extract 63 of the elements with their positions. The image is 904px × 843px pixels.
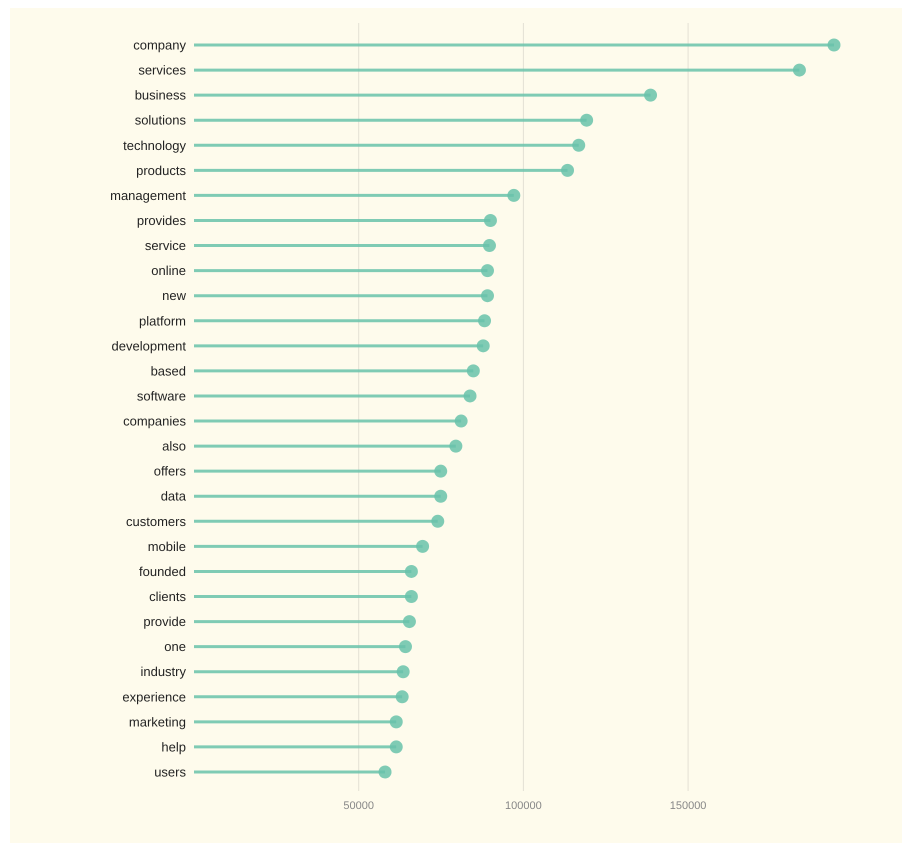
y-tick-label: solutions (134, 112, 186, 128)
point (398, 640, 412, 654)
y-tick-label: platform (139, 313, 186, 328)
y-tick-label: users (154, 764, 186, 780)
point (378, 766, 392, 778)
point (572, 138, 586, 152)
y-tick-label: services (138, 62, 186, 78)
point (466, 364, 480, 378)
point (580, 114, 594, 127)
y-tick-label: founded (139, 564, 186, 579)
y-tick-label: technology (123, 138, 186, 153)
point (480, 264, 494, 278)
y-tick-label: development (112, 338, 186, 354)
point (507, 188, 520, 202)
y-tick-label: companies (123, 414, 186, 429)
y-tick-label: marketing (128, 714, 186, 730)
y-tick-label: business (134, 88, 186, 103)
point (792, 64, 806, 77)
y-tick-label: mobile (148, 538, 186, 554)
point (396, 690, 409, 704)
y-tick-label: online (151, 263, 186, 278)
point (434, 490, 448, 503)
point (484, 214, 497, 227)
point (482, 239, 496, 252)
y-tick-label: one (164, 639, 186, 654)
x-tick-label: 50000 (343, 800, 374, 812)
point (449, 440, 462, 453)
point (464, 389, 477, 402)
y-tick-label: software (136, 388, 186, 404)
point (478, 314, 492, 328)
point (431, 514, 444, 528)
y-tick-label: company (133, 38, 186, 52)
y-tick-label: experience (122, 689, 186, 704)
y-tick-label: service (144, 238, 186, 254)
point (404, 590, 418, 604)
x-tick-label: 100000 (505, 800, 542, 812)
point (390, 740, 403, 754)
y-tick-label: customers (126, 514, 186, 529)
y-tick-label: industry (140, 664, 186, 680)
point (390, 715, 403, 728)
point (434, 464, 448, 478)
y-tick-label: products (136, 162, 186, 178)
point (561, 164, 574, 177)
y-tick-label: based (150, 363, 186, 378)
point (402, 615, 416, 628)
y-tick-label: clients (149, 589, 186, 604)
y-tick-label: management (110, 188, 186, 203)
point (644, 88, 658, 102)
point (828, 38, 840, 52)
point (454, 414, 468, 428)
point (396, 665, 410, 678)
y-tick-label: also (162, 438, 186, 454)
point (416, 540, 430, 553)
y-tick-label: provide (143, 614, 186, 630)
y-tick-label: help (161, 739, 186, 754)
point (480, 289, 494, 302)
y-tick-label: new (162, 288, 187, 304)
point (404, 564, 418, 578)
y-tick-label: offers (154, 464, 186, 479)
y-tick-label: data (160, 488, 187, 504)
y-tick-label: provides (136, 212, 186, 228)
x-tick-label: 150000 (670, 800, 706, 812)
point (476, 339, 490, 352)
